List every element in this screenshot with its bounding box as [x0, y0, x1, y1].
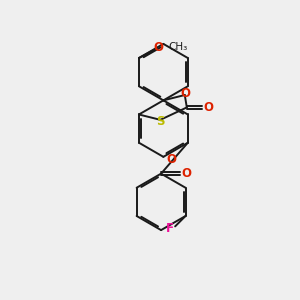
Text: O: O — [166, 154, 176, 166]
Text: S: S — [156, 115, 165, 128]
Text: O: O — [181, 167, 191, 180]
Text: O: O — [204, 101, 214, 114]
Text: F: F — [166, 222, 174, 235]
Text: O: O — [180, 87, 190, 100]
Text: O: O — [153, 41, 163, 54]
Text: CH₃: CH₃ — [169, 42, 188, 52]
